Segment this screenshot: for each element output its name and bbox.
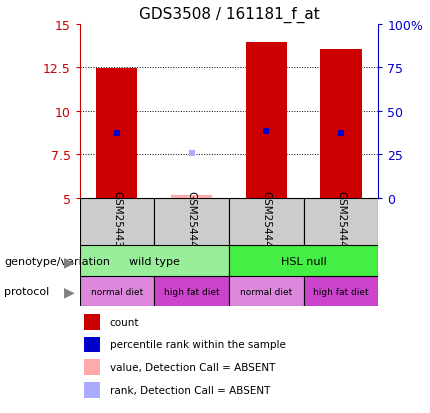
Text: count: count: [110, 317, 139, 327]
Text: high fat diet: high fat diet: [313, 287, 369, 296]
Text: protocol: protocol: [4, 287, 49, 297]
Text: value, Detection Call = ABSENT: value, Detection Call = ABSENT: [110, 362, 275, 373]
Text: rank, Detection Call = ABSENT: rank, Detection Call = ABSENT: [110, 385, 270, 395]
Text: genotype/variation: genotype/variation: [4, 256, 111, 266]
Bar: [320, 50, 362, 198]
Text: HSL null: HSL null: [281, 256, 326, 266]
Title: GDS3508 / 161181_f_at: GDS3508 / 161181_f_at: [138, 7, 319, 24]
Text: GSM254439: GSM254439: [112, 190, 122, 254]
Text: normal diet: normal diet: [240, 287, 292, 296]
Bar: [171, 196, 212, 198]
Bar: [96, 69, 138, 198]
Bar: [229, 246, 378, 277]
Text: ▶: ▶: [64, 254, 74, 268]
Bar: [80, 277, 154, 306]
Text: wild type: wild type: [129, 256, 180, 266]
Text: ▶: ▶: [64, 285, 74, 299]
Text: high fat diet: high fat diet: [164, 287, 219, 296]
Text: normal diet: normal diet: [91, 287, 143, 296]
Text: GSM254442: GSM254442: [336, 190, 346, 254]
Bar: [80, 246, 229, 277]
Bar: [154, 198, 229, 246]
Bar: [304, 198, 378, 246]
Text: GSM254441: GSM254441: [261, 190, 271, 254]
Text: GSM254440: GSM254440: [187, 190, 197, 254]
Bar: [80, 198, 154, 246]
Bar: [154, 277, 229, 306]
Bar: [304, 277, 378, 306]
Text: percentile rank within the sample: percentile rank within the sample: [110, 339, 286, 350]
Bar: [246, 43, 287, 198]
Bar: [229, 198, 304, 246]
Bar: [229, 277, 304, 306]
